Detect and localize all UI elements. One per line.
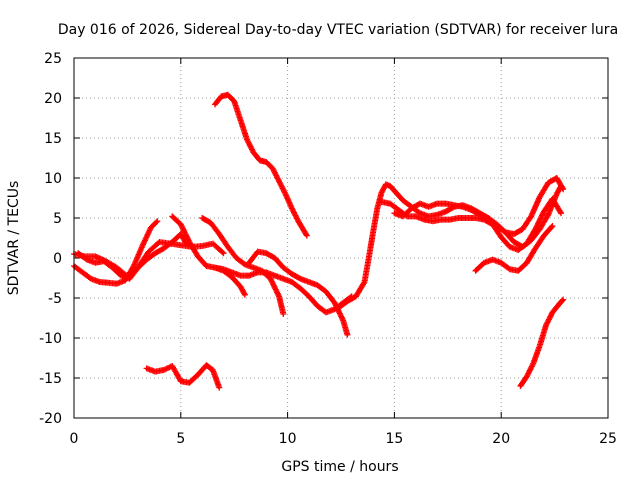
data-point	[544, 213, 551, 220]
data-layer	[71, 91, 567, 391]
series-arc-n	[517, 296, 567, 389]
data-point	[360, 280, 367, 287]
series-arc-f	[199, 215, 287, 317]
x-tick-label: 20	[492, 431, 510, 447]
data-point	[219, 249, 226, 256]
data-point	[303, 231, 310, 238]
y-tick-label: 0	[53, 251, 62, 267]
data-point	[549, 223, 556, 229]
data-point	[154, 218, 161, 225]
y-tick-label: -20	[39, 411, 62, 427]
data-point	[557, 208, 564, 215]
data-point	[216, 384, 223, 391]
y-tick-label: -5	[48, 291, 62, 307]
data-point	[344, 331, 351, 338]
data-point	[241, 290, 248, 297]
series-arc-k	[378, 195, 565, 253]
x-axis-label: GPS time / hours	[281, 459, 398, 475]
chart-title: Day 016 of 2026, Sidereal Day-to-day VTE…	[58, 22, 618, 38]
x-tick-label: 0	[70, 431, 79, 447]
x-tick-label: 5	[176, 431, 185, 447]
series-arc-m	[472, 223, 556, 274]
series-arc-g	[211, 91, 310, 239]
x-tick-label: 15	[385, 431, 403, 447]
y-tick-label: 5	[53, 211, 62, 227]
data-point	[558, 183, 565, 189]
x-tick-label: 10	[279, 431, 297, 447]
series-arc-l	[391, 183, 565, 250]
data-point	[548, 224, 555, 231]
data-point	[241, 291, 248, 298]
plot-frame	[73, 57, 609, 419]
data-point	[560, 296, 567, 303]
grid-layer	[74, 58, 608, 418]
y-tick-label: 10	[44, 171, 62, 187]
series-arc-i	[246, 248, 351, 338]
series-arc-c	[75, 231, 191, 282]
data-point	[280, 311, 287, 317]
data-point	[220, 250, 227, 257]
data-point	[153, 219, 160, 226]
series-arc-d	[143, 362, 223, 391]
data-point	[558, 210, 565, 217]
data-point	[559, 297, 566, 304]
data-point	[557, 184, 564, 191]
y-tick-label: -10	[39, 331, 62, 347]
x-tick-label: 25	[599, 431, 617, 447]
y-tick-label: 25	[44, 51, 62, 67]
data-point	[303, 232, 310, 239]
y-tick-label: 15	[44, 131, 62, 147]
y-tick-label: -15	[39, 371, 62, 387]
y-tick-label: 20	[44, 91, 62, 107]
y-axis-label: SDTVAR / TECUs	[6, 181, 22, 296]
